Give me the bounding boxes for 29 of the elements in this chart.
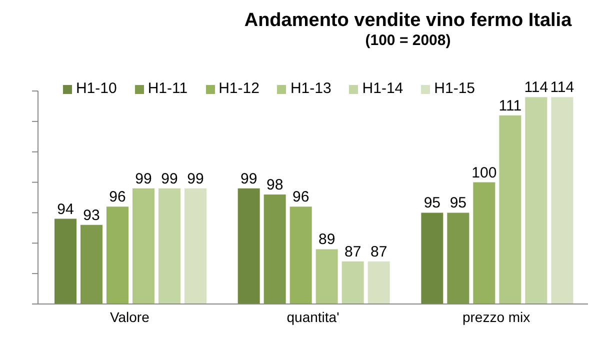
data-label: 95 [450, 194, 467, 212]
legend-label: H1-13 [290, 80, 332, 97]
data-label: 99 [135, 170, 152, 188]
data-label: 111 [498, 97, 522, 114]
x-tick-label: Valore [110, 308, 150, 325]
x-tick-label: prezzo mix [462, 308, 530, 325]
x-tick-label: quantita' [286, 308, 340, 325]
legend-label: H1-12 [218, 80, 260, 97]
data-label: 87 [370, 243, 388, 260]
data-label: 114 [550, 79, 574, 96]
data-label: 89 [318, 231, 336, 248]
data-label: 114 [524, 79, 548, 96]
chart-title: Andamento vendite vino fermo Italia [243, 10, 573, 32]
data-label: 99 [161, 170, 178, 188]
legend-label: H1-14 [362, 80, 404, 97]
data-label: 95 [424, 194, 441, 212]
data-label: 99 [240, 170, 258, 188]
data-label: 94 [57, 200, 74, 218]
data-label: 96 [109, 188, 126, 206]
legend-label: H1-10 [76, 80, 117, 97]
data-label: 98 [266, 176, 284, 194]
data-label: 93 [83, 206, 100, 224]
data-label: 87 [344, 243, 362, 260]
data-label: 96 [292, 188, 310, 206]
legend-label: H1-15 [434, 80, 476, 97]
data-label: 100 [472, 164, 497, 182]
data-label: 99 [187, 170, 204, 188]
legend-label: H1-11 [148, 80, 188, 97]
chart-subtitle: (100 = 2008) [364, 32, 452, 49]
